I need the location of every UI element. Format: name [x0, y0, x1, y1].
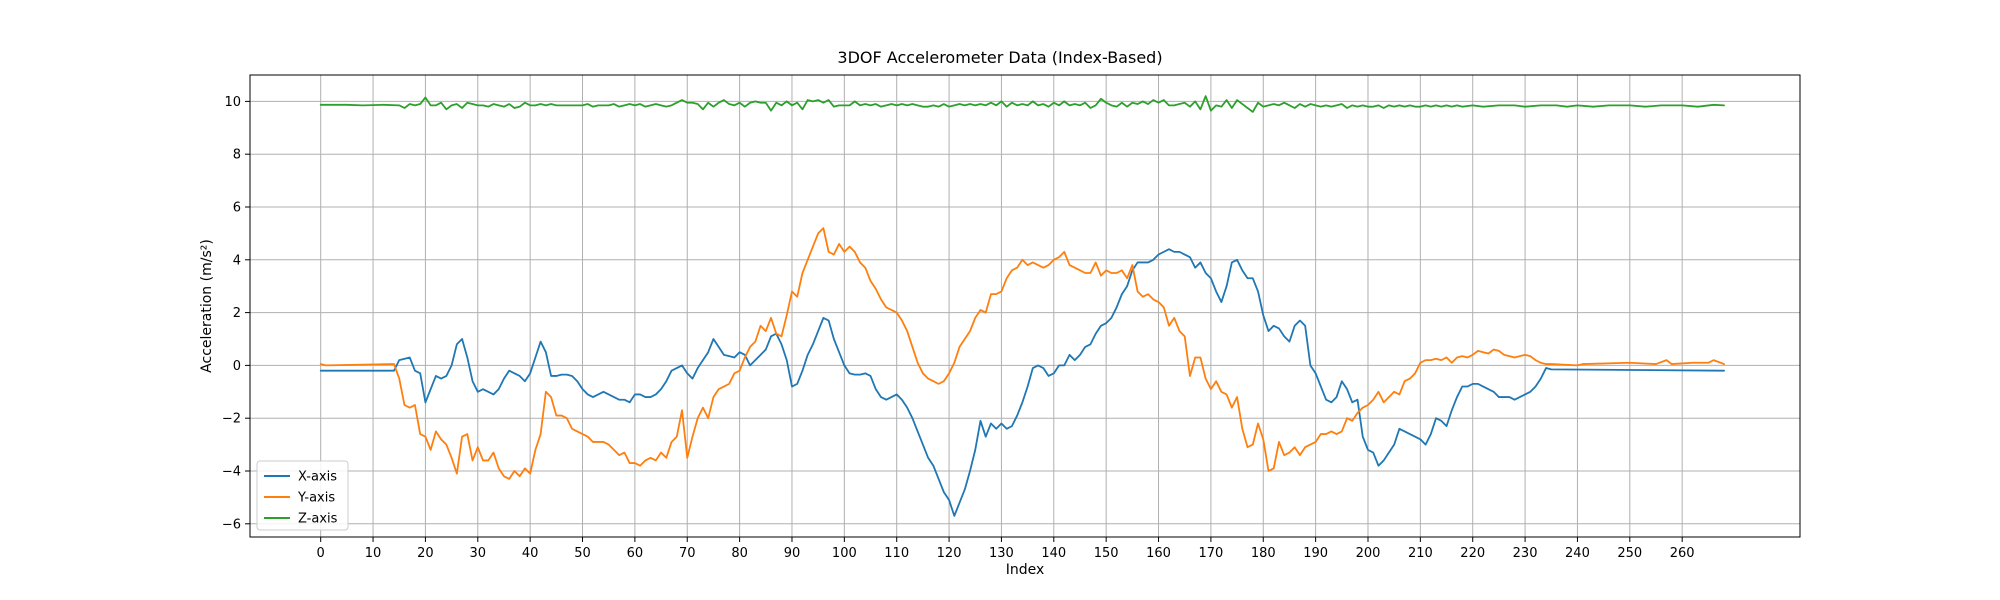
- x-axis-title: Index: [1006, 562, 1045, 578]
- chart-title: 3DOF Accelerometer Data (Index-Based): [837, 48, 1162, 67]
- x-tick-label: 120: [937, 546, 962, 561]
- y-tick-label: −2: [222, 412, 241, 427]
- x-tick-label: 0: [317, 546, 325, 561]
- x-tick-label: 240: [1565, 546, 1590, 561]
- legend-label-y-axis: Y-axis: [297, 491, 335, 506]
- legend-label-z-axis: Z-axis: [298, 512, 338, 527]
- x-tick-label: 250: [1617, 546, 1642, 561]
- grid-lines: [250, 75, 1800, 537]
- y-axis-ticks: −6 −4 −2 0 2 4 6 8 10: [222, 95, 250, 532]
- y-tick-label: −4: [222, 465, 241, 480]
- y-tick-label: 10: [224, 95, 241, 110]
- x-tick-label: 50: [574, 546, 591, 561]
- x-tick-label: 160: [1146, 546, 1171, 561]
- x-axis-ticks: 0 10 20 30 40 50 60 70 80 90 100 110 120 130 140 150 160…: [317, 537, 1695, 561]
- series-line-y-axis: [319, 227, 1725, 480]
- x-tick-label: 210: [1408, 546, 1433, 561]
- y-tick-label: 4: [233, 253, 241, 268]
- x-tick-label: 140: [1041, 546, 1066, 561]
- x-tick-label: 100: [832, 546, 857, 561]
- x-tick-label: 180: [1251, 546, 1276, 561]
- plot-frame: [249, 74, 1801, 538]
- x-tick-label: 170: [1198, 546, 1223, 561]
- x-tick-label: 90: [784, 546, 801, 561]
- y-tick-label: 6: [233, 201, 241, 216]
- x-tick-label: 190: [1303, 546, 1328, 561]
- x-tick-label: 130: [989, 546, 1014, 561]
- y-tick-label: 8: [233, 148, 241, 163]
- series-line-x-axis: [319, 248, 1725, 517]
- x-tick-label: 110: [884, 546, 909, 561]
- x-tick-label: 20: [417, 546, 434, 561]
- y-axis-title: Acceleration (m/s²): [199, 239, 215, 373]
- legend-label-x-axis: X-axis: [298, 470, 337, 485]
- y-tick-label: 0: [233, 359, 241, 374]
- x-tick-label: 70: [679, 546, 696, 561]
- x-tick-label: 150: [1094, 546, 1119, 561]
- x-tick-label: 30: [470, 546, 487, 561]
- legend-box: [256, 460, 349, 531]
- x-tick-label: 220: [1460, 546, 1485, 561]
- series-lines: [319, 95, 1725, 517]
- x-tick-label: 40: [522, 546, 539, 561]
- y-tick-label: 2: [233, 306, 241, 321]
- x-tick-label: 10: [365, 546, 382, 561]
- x-tick-label: 260: [1670, 546, 1695, 561]
- x-tick-label: 80: [731, 546, 748, 561]
- x-tick-label: 200: [1356, 546, 1381, 561]
- y-tick-label: −6: [222, 517, 241, 532]
- series-line-z-axis: [319, 95, 1725, 113]
- legend: X-axis Y-axis Z-axis: [256, 460, 349, 531]
- x-tick-label: 230: [1513, 546, 1538, 561]
- x-tick-label: 60: [627, 546, 644, 561]
